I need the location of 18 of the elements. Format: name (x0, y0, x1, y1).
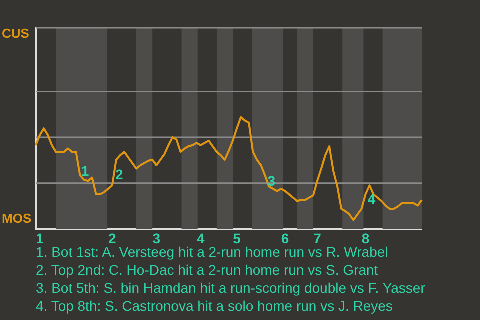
x-tick-label: 4 (196, 230, 205, 246)
x-tick-label: 2 (108, 230, 116, 246)
annotation: 2 (116, 166, 124, 182)
text: CUS (2, 26, 30, 41)
text: 4. Top 8th: S. Castronova hit a solo home run vs J. Reyes (36, 297, 394, 315)
text: 3. Bot 5th: S. bin Hamdan hit a run-scoring double vs F. Yasser (36, 279, 426, 297)
x-tick-label: 6 (281, 230, 290, 246)
annotation: 3 (268, 173, 276, 190)
annotation: 4 (368, 190, 376, 207)
annotation: 1 (81, 163, 90, 180)
x-tick-label: 5 (233, 230, 242, 246)
text: 2. Top 2nd: C. Ho-Dac hit a 2-run home run vs S. Grant (36, 261, 380, 279)
x-tick-label: 3 (152, 230, 161, 246)
text: MOS (2, 211, 32, 226)
text: 1. Bot 1st: A. Versteeg hit a 2-run home run vs R. Wrabel (36, 244, 390, 261)
x-tick-label: 1 (36, 230, 44, 246)
x-tick-label: 7 (314, 230, 322, 246)
x-tick-label: 8 (362, 230, 370, 246)
